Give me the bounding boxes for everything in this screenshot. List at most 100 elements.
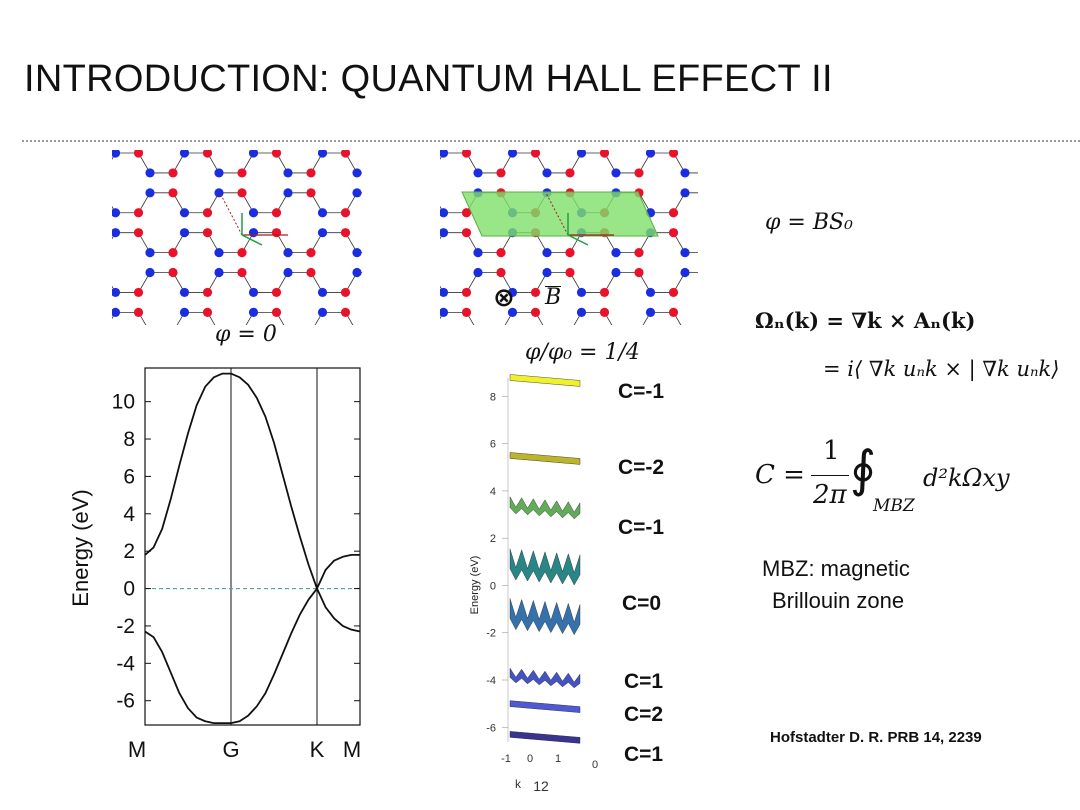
lattice-site-a — [461, 228, 472, 238]
x-axis-label: k — [515, 777, 522, 791]
lattice-site-b — [248, 287, 259, 298]
y-tick-label: 2 — [123, 540, 135, 563]
lattice-site-b — [352, 168, 362, 178]
lattice-site-a — [496, 247, 506, 258]
lattice-site-b — [680, 247, 690, 258]
lattice-site-b — [680, 188, 690, 198]
lattice-site-a — [306, 168, 316, 178]
lattice-site-a — [340, 287, 351, 298]
lattice-site-a — [133, 150, 144, 158]
lattice-site-b — [440, 208, 449, 218]
x-tick-label: -1 — [501, 753, 511, 765]
lattice-site-a — [202, 307, 213, 317]
lattice-site-a — [461, 307, 472, 317]
y-tick-label: 6 — [123, 465, 135, 488]
lattice-site-a — [668, 150, 679, 158]
lattice-site-a — [271, 287, 282, 298]
conduction-band-line — [144, 372, 360, 590]
plot-frame — [144, 367, 361, 726]
lattice-site-a — [565, 247, 575, 258]
lattice-site-a — [565, 168, 575, 178]
valence-band-line — [144, 587, 361, 725]
chern-label-6: C=2 — [624, 703, 664, 726]
lattice-site-b — [179, 307, 190, 317]
chern-integrand: d²kΩxy — [923, 464, 1010, 492]
x-tick-label: 0 — [592, 759, 598, 771]
lattice-site-a — [306, 267, 316, 278]
lattice-site-a — [599, 150, 610, 158]
lattice-site-b — [112, 208, 121, 218]
x-tick-label: 1 — [555, 753, 561, 765]
lattice-site-a — [461, 150, 472, 158]
lattice-site-a — [634, 168, 644, 178]
lattice-site-a — [168, 267, 178, 278]
lattice-site-a — [133, 228, 144, 238]
lattice-site-b — [611, 168, 621, 178]
lattice-site-a — [565, 267, 575, 278]
berry-curvature-line1: Ωₙ(k) = ∇k × Aₙ(k) — [755, 308, 976, 333]
lattice-site-b — [440, 150, 449, 158]
y-tick-label: 4 — [490, 486, 496, 498]
magnetic-field-label: B — [545, 285, 562, 310]
lattice-site-b — [214, 247, 224, 258]
lattice-site-b — [611, 247, 621, 258]
hofstadter-band-7 — [509, 700, 581, 713]
lattice-site-b — [473, 267, 483, 278]
x-tick-label: G — [222, 737, 239, 762]
lattice-site-b — [645, 150, 656, 158]
lattice-site-a — [202, 150, 213, 158]
flux-equation: φ = BS₀ — [765, 210, 853, 235]
lattice-site-a — [340, 150, 351, 158]
y-tick-label: 10 — [112, 391, 135, 414]
lattice-site-b — [317, 287, 328, 298]
lattice-site-a — [168, 247, 178, 258]
x-tick-label: M — [128, 737, 146, 762]
lattice-site-b — [283, 247, 293, 258]
magnetic-unit-cell — [461, 191, 659, 237]
lattice-site-b — [611, 267, 621, 278]
lattice-site-a — [237, 188, 247, 198]
lattice-site-b — [440, 228, 449, 238]
lattice-site-a — [133, 307, 144, 317]
hofstadter-band-5 — [509, 598, 581, 636]
hofstadter-band-1 — [509, 374, 581, 387]
hofstadter-band-8 — [509, 731, 581, 744]
y-axis-label: Energy (eV) — [68, 489, 93, 606]
lattice-site-a — [168, 168, 178, 178]
lattice-site-b — [680, 267, 690, 278]
lattice-site-b — [248, 208, 259, 218]
x-tick-label: 0 — [527, 753, 533, 765]
lattice-site-b — [283, 188, 293, 198]
lattice-site-b — [145, 188, 155, 198]
chern-number-equation: C = 1 2π ∮ MBZ d²kΩxy — [755, 436, 1035, 521]
nn-vector — [567, 234, 589, 246]
lattice-site-a — [237, 267, 247, 278]
nn-vector — [241, 234, 263, 246]
lattice-site-b — [179, 287, 190, 298]
lattice-site-b — [576, 287, 587, 298]
chern-label-4: C=0 — [622, 592, 662, 615]
chern-fraction-denominator: 2π — [813, 480, 847, 510]
lattice-site-a — [133, 208, 144, 218]
lattice-site-a — [634, 247, 644, 258]
reference-citation: Hofstadter D. R. PRB 14, 2239 — [770, 729, 982, 746]
lattice-site-a — [271, 150, 282, 158]
lattice-site-a — [530, 307, 541, 317]
lattice-site-a — [271, 208, 282, 218]
lattice-site-b — [507, 150, 518, 158]
lattice-site-b — [112, 228, 121, 238]
y-axis-label: Energy (eV) — [469, 556, 481, 615]
y-tick-label: 0 — [490, 580, 496, 592]
lattice-site-b — [214, 188, 224, 198]
lattice-site-b — [542, 168, 552, 178]
y-tick-label: 4 — [123, 503, 135, 526]
lattice-site-b — [576, 307, 587, 317]
lattice-site-b — [542, 247, 552, 258]
chern-integral-subscript: MBZ — [873, 496, 915, 516]
x-tick-label: M — [343, 737, 361, 762]
lattice-site-b — [248, 228, 259, 238]
y-tick-label: 8 — [123, 428, 135, 451]
lattice-site-a — [202, 208, 213, 218]
chern-label-2: C=-2 — [618, 456, 665, 479]
